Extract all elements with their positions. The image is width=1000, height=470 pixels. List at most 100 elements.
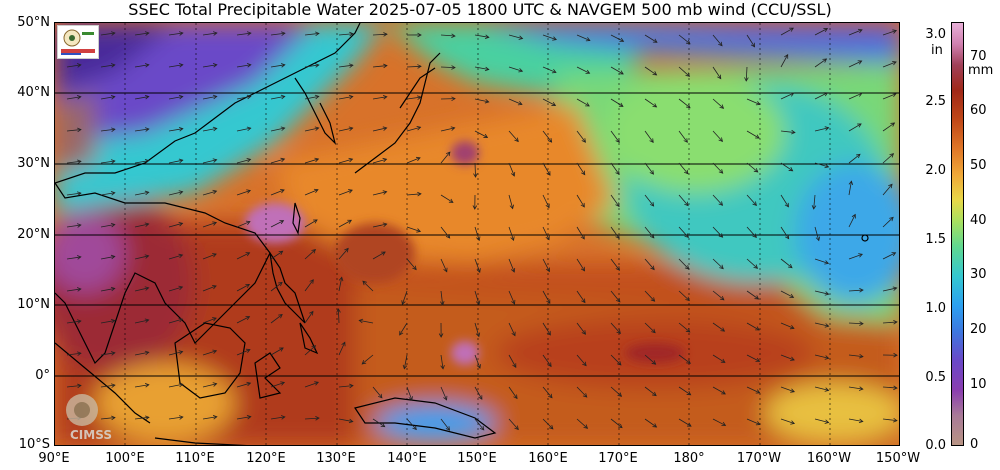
- wind-arrowhead: [755, 134, 760, 139]
- wind-arrow: [304, 64, 319, 68]
- wind-arrow: [304, 249, 316, 260]
- wind-arrow: [610, 418, 623, 428]
- wind-arrow: [270, 250, 283, 260]
- wind-arrowhead: [686, 422, 692, 427]
- wind-arrowhead: [651, 360, 657, 365]
- colorbar-in-tick: 1.5: [925, 232, 946, 247]
- wind-arrow: [474, 226, 480, 241]
- wind-arrow: [508, 322, 516, 336]
- wind-arrowhead: [76, 287, 82, 292]
- lon-label-120e: 120°E: [246, 451, 286, 466]
- wind-arrow: [338, 248, 349, 260]
- wind-arrow: [440, 386, 447, 401]
- wind-arrowhead: [416, 125, 422, 131]
- wind-arrow: [372, 251, 386, 260]
- wind-arrowhead: [891, 252, 897, 257]
- wind-arrow: [100, 417, 115, 420]
- wind-arrowhead: [585, 102, 590, 107]
- wind-arrow: [100, 288, 115, 292]
- ssec-logo: [57, 25, 99, 59]
- wind-arrowhead: [824, 323, 830, 328]
- wind-arrowhead: [473, 173, 478, 178]
- wind-arrow: [780, 290, 794, 298]
- wind-arrow: [780, 226, 790, 239]
- wind-arrowhead: [581, 330, 586, 335]
- wind-arrow: [508, 226, 514, 241]
- wind-arrow: [576, 386, 588, 398]
- wind-arrow: [304, 345, 316, 356]
- wind-arrowhead: [580, 234, 585, 240]
- wind-arrow: [576, 34, 591, 41]
- wind-arrow: [780, 386, 795, 393]
- wind-arrowhead: [378, 393, 383, 399]
- wind-arrow: [882, 184, 893, 196]
- wind-arrowhead: [347, 219, 353, 224]
- wind-arrowhead: [616, 329, 621, 335]
- wind-arrowhead: [718, 201, 724, 206]
- wind-arrowhead: [858, 418, 864, 424]
- wind-arrowhead: [245, 348, 251, 353]
- wind-arrow: [610, 98, 624, 107]
- wind-arrow: [848, 354, 863, 357]
- wind-arrow: [678, 194, 689, 206]
- wind-arrowhead: [888, 183, 893, 189]
- wind-arrow: [610, 322, 621, 334]
- wind-arrow: [746, 34, 755, 47]
- wind-arrow: [304, 279, 314, 292]
- wind-arrowhead: [582, 361, 587, 367]
- wind-arrow: [746, 386, 760, 394]
- lon-label-160e: 160°E: [528, 451, 568, 466]
- wind-arrow: [746, 162, 759, 173]
- tpw-map[interactable]: [54, 22, 900, 446]
- wind-arrow: [440, 226, 451, 239]
- wind-arrow: [542, 226, 550, 240]
- wind-arrowhead: [111, 127, 116, 132]
- wind-arrow: [402, 290, 408, 305]
- wind-arrowhead: [381, 251, 386, 256]
- wind-arrow: [236, 221, 251, 228]
- wind-arrowhead: [685, 39, 691, 45]
- wind-arrow: [712, 354, 726, 363]
- wind-arrowhead: [212, 253, 217, 258]
- wind-arrow: [202, 350, 217, 356]
- wind-arrow: [202, 285, 217, 292]
- wind-arrow: [474, 322, 480, 337]
- wind-arrowhead: [279, 347, 284, 352]
- wind-arrowhead: [753, 264, 759, 269]
- wind-arrowhead: [619, 70, 624, 75]
- colorbar-mm-tick: 30: [970, 267, 987, 282]
- wind-arrowhead: [246, 63, 252, 68]
- wind-arrowhead: [755, 101, 761, 106]
- wind-arrowhead: [401, 300, 406, 306]
- wind-arrowhead: [649, 138, 654, 144]
- wind-arrow: [814, 354, 829, 359]
- wind-arrowhead: [212, 158, 218, 163]
- wind-arrow: [399, 322, 408, 336]
- wind-arrowhead: [685, 296, 690, 302]
- colorbar-mm-tick: 20: [970, 322, 987, 337]
- wind-arrow: [780, 194, 789, 208]
- wind-arrow: [542, 162, 551, 176]
- wind-arrowhead: [824, 387, 830, 392]
- wind-arrowhead: [77, 383, 82, 389]
- wind-arrowhead: [545, 267, 550, 273]
- wind-arrowhead: [685, 103, 691, 109]
- wind-arrow: [746, 258, 758, 269]
- wind-arrowhead: [178, 253, 184, 259]
- wind-arrow: [474, 386, 483, 400]
- wind-arrowhead: [178, 221, 184, 227]
- wind-arrowhead: [178, 94, 184, 100]
- wind-arrow: [338, 385, 353, 388]
- wind-arrow: [168, 191, 183, 196]
- wind-arrowhead: [349, 63, 354, 68]
- wind-arrow: [440, 66, 456, 69]
- wind-arrow: [882, 153, 894, 164]
- wind-arrow: [100, 64, 115, 68]
- wind-arrowhead: [280, 415, 286, 420]
- wind-arrowhead: [510, 171, 516, 177]
- wind-arrow: [882, 93, 897, 100]
- wind-arrow: [168, 96, 183, 100]
- wind-arrow: [134, 160, 149, 164]
- wind-arrow: [848, 60, 862, 68]
- wind-arrowhead: [545, 235, 550, 241]
